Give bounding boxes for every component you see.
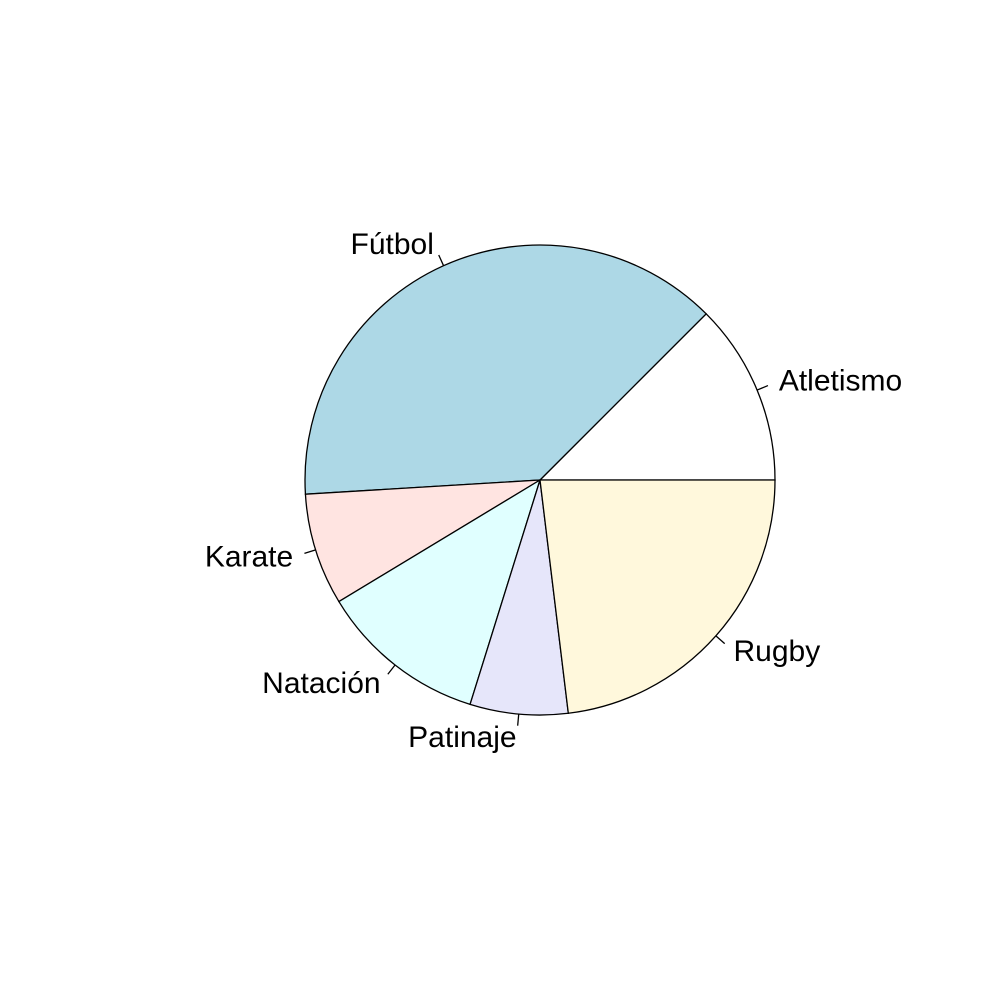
label-tick-karate	[304, 549, 316, 555]
label-tick-natacion	[387, 664, 396, 675]
pie-slice-futbol	[304, 244, 708, 495]
pie-slice-atletismo	[538, 312, 776, 481]
slice-label-rugby: Rugby	[733, 635, 820, 668]
pie-slice-rugby	[539, 479, 776, 715]
label-tick-futbol	[438, 254, 445, 266]
slice-labels: Atletismo Fútbol Karate Natación Patinaje Rug…	[205, 228, 902, 754]
pie-slice-natacion	[337, 478, 542, 706]
label-tick-patinaje	[517, 713, 520, 726]
label-tick-rugby	[715, 635, 726, 645]
slice-label-natacion: Natación	[262, 667, 380, 700]
slice-label-atletismo: Atletismo	[779, 365, 902, 398]
pie-slice-karate	[304, 479, 541, 603]
label-tick-atletismo	[756, 384, 769, 391]
slice-label-karate: Karate	[205, 540, 293, 573]
pie-slices	[304, 244, 776, 716]
slice-label-futbol: Fútbol	[351, 228, 434, 261]
slice-label-patinaje: Patinaje	[408, 721, 516, 754]
label-ticks	[304, 254, 769, 726]
